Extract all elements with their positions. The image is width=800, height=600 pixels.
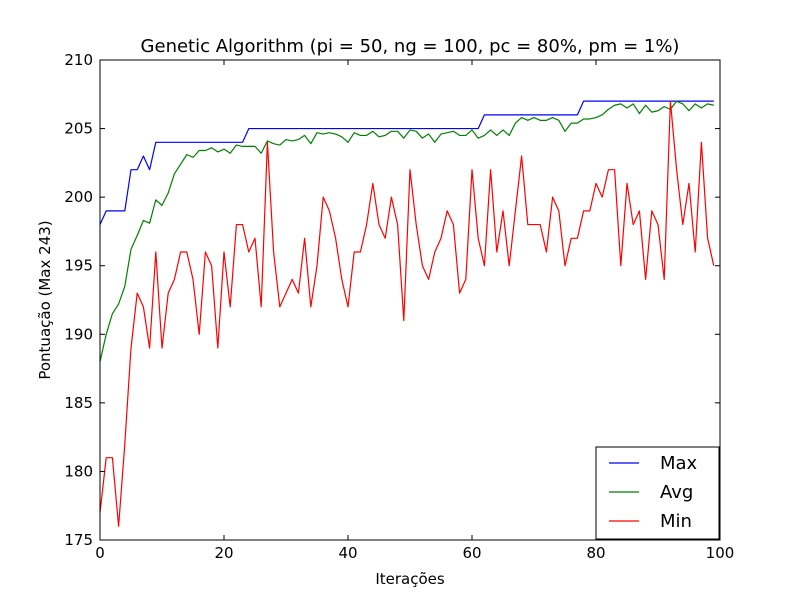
x-tick-label: 100: [706, 544, 735, 562]
y-tick-label: 210: [64, 51, 93, 69]
legend-label-max: Max: [660, 453, 698, 474]
x-tick-label: 60: [462, 544, 481, 562]
legend: Max Avg Min: [595, 446, 720, 540]
y-tick-label: 200: [64, 188, 93, 206]
x-tick-label: 20: [214, 544, 233, 562]
y-tick-label: 190: [64, 325, 93, 343]
y-tick-label: 185: [64, 394, 93, 412]
y-tick-label: 205: [64, 120, 93, 138]
plot-frame: [99, 59, 721, 541]
legend-label-avg: Avg: [660, 482, 693, 503]
y-tick-label: 180: [64, 462, 93, 480]
x-tick-label: 40: [338, 544, 357, 562]
y-tick-label: 195: [64, 257, 93, 275]
legend-box: [595, 446, 720, 540]
y-axis-label: Pontuação (Max 243): [36, 220, 54, 379]
axis-ticks: 0 20 40 60 80 100 175 180 185 190 195 200 205 210: [64, 51, 734, 562]
chart-title: Genetic Algorithm (pi = 50, ng = 100, pc…: [141, 36, 680, 57]
series-line-max: [99, 100, 714, 225]
x-tick-label: 80: [586, 544, 605, 562]
x-tick-label: 0: [95, 544, 105, 562]
legend-label-min: Min: [660, 511, 692, 532]
y-tick-label: 175: [64, 531, 93, 549]
series-line-min: [99, 100, 715, 527]
series-line-avg: [99, 100, 714, 362]
plot-area: [99, 100, 715, 527]
x-axis-label: Iterações: [375, 570, 445, 588]
